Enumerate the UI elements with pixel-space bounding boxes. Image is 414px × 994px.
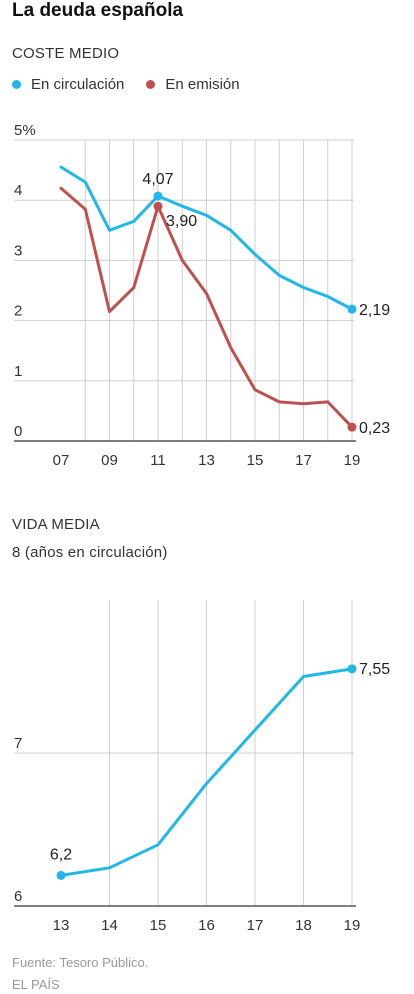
x-tick-label: 09 xyxy=(101,452,118,469)
legend-item-circulation: En circulación xyxy=(12,76,124,93)
legend: En circulación En emisión xyxy=(12,76,262,93)
data-label: 7,55 xyxy=(359,661,390,678)
data-label: 4,07 xyxy=(142,171,173,188)
data-point-marker xyxy=(347,304,357,314)
data-label: 2,19 xyxy=(359,302,390,319)
legend-dot-circulation xyxy=(12,80,21,89)
data-label: 6,2 xyxy=(50,846,72,863)
life-section-label: VIDA MEDIA xyxy=(12,516,100,533)
data-point-marker xyxy=(347,664,357,674)
series-line-0 xyxy=(59,165,354,311)
source-note: Fuente: Tesoro Público. xyxy=(12,955,149,970)
x-tick-label: 11 xyxy=(150,452,166,469)
legend-label-emission: En emisión xyxy=(165,76,240,93)
life-subtitle: 8 (años en circulación) xyxy=(12,544,168,561)
x-tick-label: 15 xyxy=(247,452,264,469)
y-tick-label: 7 xyxy=(14,735,22,752)
data-point-marker xyxy=(347,422,357,432)
x-tick-label: 17 xyxy=(247,917,264,934)
y-tick-label: 3 xyxy=(14,242,22,259)
x-tick-label: 17 xyxy=(295,452,312,469)
x-tick-label: 13 xyxy=(198,452,215,469)
data-point-marker xyxy=(153,191,163,201)
y-tick-label: 4 xyxy=(14,182,22,199)
data-point-marker xyxy=(153,201,163,211)
y-tick-label: 6 xyxy=(14,888,22,905)
chart-title: La deuda española xyxy=(12,0,184,21)
y-tick-label: 1 xyxy=(14,363,22,380)
data-label: 0,23 xyxy=(359,420,390,437)
x-tick-label: 19 xyxy=(344,452,361,469)
y-tick-label: 5% xyxy=(14,122,36,139)
legend-label-circulation: En circulación xyxy=(31,76,125,93)
series-line-0 xyxy=(59,667,354,877)
x-tick-label: 18 xyxy=(295,917,312,934)
data-label: 3,90 xyxy=(166,213,197,230)
x-tick-label: 13 xyxy=(53,917,70,934)
cost-section-label: COSTE MEDIO xyxy=(12,45,120,62)
y-tick-label: 2 xyxy=(14,303,22,320)
legend-dot-emission xyxy=(146,80,156,89)
cost-chart: 5% 4 3 2 1 0 07 09 11 13 15 17 19 4,07 2,19 3,90 0,23 xyxy=(14,122,390,469)
y-tick-label: 0 xyxy=(14,423,22,440)
brand-label: EL PAÍS xyxy=(12,977,60,992)
series-line-1 xyxy=(59,186,354,429)
x-tick-label: 07 xyxy=(53,452,70,469)
x-tick-label: 14 xyxy=(101,917,118,934)
x-tick-label: 15 xyxy=(150,917,167,934)
data-point-marker xyxy=(56,870,66,880)
x-tick-label: 16 xyxy=(198,917,215,934)
legend-item-emission: En emisión xyxy=(146,76,240,93)
x-tick-label: 19 xyxy=(344,917,361,934)
